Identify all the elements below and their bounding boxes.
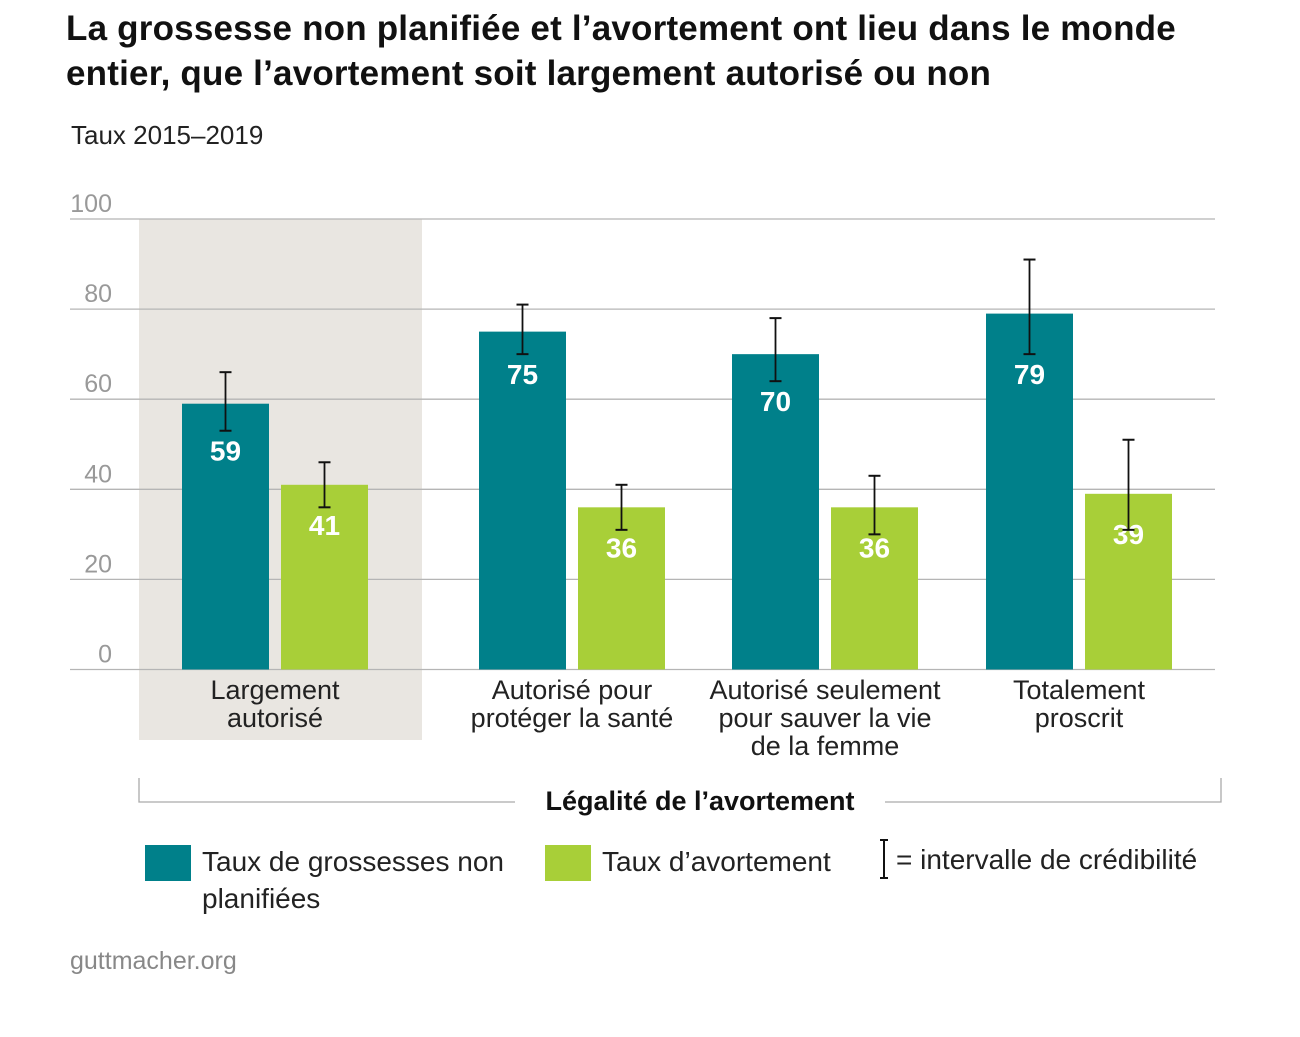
y-tick-label: 100 bbox=[70, 190, 112, 218]
data-label: 75 bbox=[507, 359, 538, 390]
legend-label-interval: = intervalle de crédibilité bbox=[896, 844, 1198, 875]
category-label: pour sauver la vie bbox=[718, 703, 931, 733]
data-label: 41 bbox=[309, 510, 340, 541]
legend-swatch-abortion bbox=[545, 845, 591, 881]
category-label: Autorisé seulement bbox=[709, 675, 941, 705]
y-tick-label: 60 bbox=[84, 370, 112, 398]
category-label: autorisé bbox=[227, 703, 323, 733]
source-text: guttmacher.org bbox=[70, 947, 237, 975]
category-label: Largement bbox=[210, 675, 340, 705]
category-label: Totalement bbox=[1013, 675, 1146, 705]
highlight-background bbox=[139, 219, 422, 740]
y-tick-label: 0 bbox=[98, 641, 112, 669]
bar-abortion bbox=[281, 484, 368, 670]
data-label: 36 bbox=[859, 532, 890, 563]
bar-abortion bbox=[578, 507, 665, 670]
bar-unplanned bbox=[182, 403, 269, 670]
category-label: proscrit bbox=[1035, 703, 1124, 733]
bar-unplanned bbox=[732, 354, 819, 670]
chart-subtitle: Taux 2015–2019 bbox=[71, 120, 264, 150]
legend-label-abortion: Taux d’avortement bbox=[602, 846, 831, 877]
category-label: protéger la santé bbox=[471, 703, 674, 733]
data-label: 36 bbox=[606, 532, 637, 563]
y-tick-label: 80 bbox=[84, 280, 112, 308]
y-tick-label: 20 bbox=[84, 550, 112, 578]
x-axis-label: Légalité de l’avortement bbox=[545, 786, 854, 816]
legend-swatch-unplanned bbox=[145, 845, 191, 881]
category-label: de la femme bbox=[751, 731, 900, 761]
bar-unplanned bbox=[479, 331, 566, 670]
y-tick-label: 40 bbox=[84, 460, 112, 488]
data-label: 70 bbox=[760, 386, 791, 417]
interval-icon bbox=[880, 839, 888, 879]
chart-title: La grossesse non planifiée et l’avorteme… bbox=[66, 9, 1176, 93]
legend-label-unplanned: Taux de grossesses non planifiées bbox=[202, 846, 504, 914]
x-axis-bracket bbox=[138, 778, 1222, 803]
data-label: 59 bbox=[210, 436, 241, 467]
bar-unplanned bbox=[986, 313, 1073, 670]
category-label: Autorisé pour bbox=[492, 675, 653, 705]
data-label: 79 bbox=[1014, 359, 1045, 390]
